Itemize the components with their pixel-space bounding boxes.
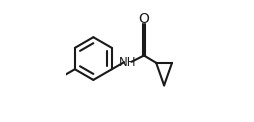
Text: O: O — [138, 12, 149, 26]
Text: NH: NH — [118, 56, 136, 69]
